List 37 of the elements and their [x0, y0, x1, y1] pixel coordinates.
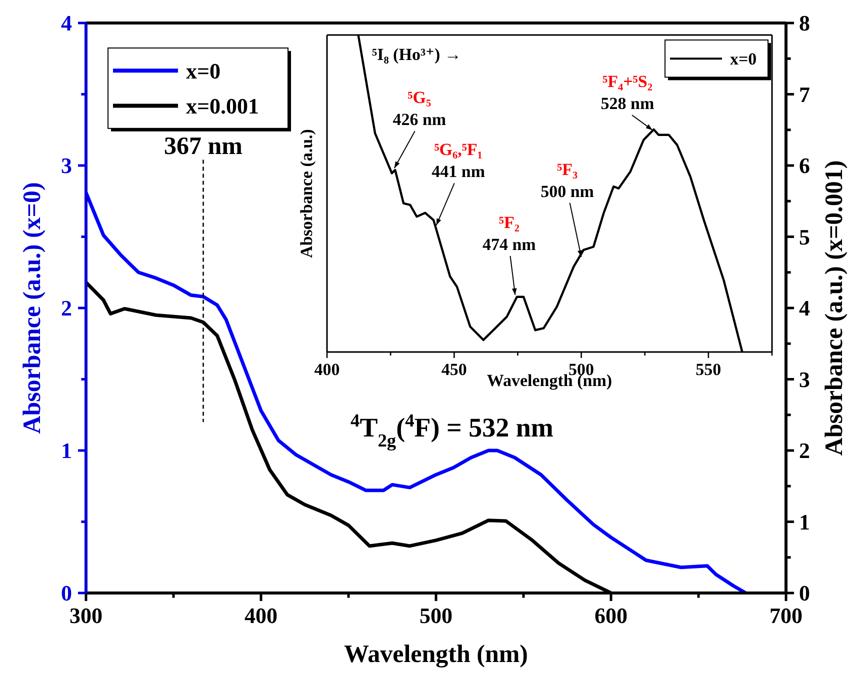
- annotation: ⁵F₃ 500 nm: [540, 160, 594, 201]
- y2-tick-label: 3: [799, 366, 810, 392]
- y-axis-title: Absorbance (a.u.): [297, 129, 316, 258]
- y-tick-label: 0: [61, 580, 72, 606]
- y2-tick-label: 1: [799, 509, 810, 534]
- y2-tick-label: 0: [799, 580, 810, 606]
- y-axis-title: Absorbance (a.u.) (x=0): [19, 182, 46, 434]
- y-tick-label: 1: [61, 438, 72, 464]
- annotation: ⁵I₈ (Ho³⁺) →: [372, 45, 462, 64]
- annotation: $^{4}$T$_{2g}$($^{4}$F) = 532 nm: [350, 410, 554, 452]
- ref-line-label: 367 nm: [164, 132, 243, 160]
- x-tick-label: 500: [420, 603, 452, 628]
- y2-tick-label: 4: [799, 296, 810, 321]
- annotation: ⁵G₅ 426 nm: [392, 88, 446, 130]
- annotation: ⁵F₂ 474 nm: [482, 212, 536, 254]
- legend-label: x=0: [730, 50, 757, 69]
- annotation: ⁵F₄+⁵S₂ 528 nm: [600, 72, 654, 114]
- y2-tick-label: 7: [799, 82, 810, 107]
- x-tick-label: 700: [770, 603, 802, 628]
- y2-axis-title: Absorbance (a.u.) (x=0.001): [821, 160, 848, 456]
- x-tick-label: 400: [244, 603, 278, 628]
- y2-tick-label: 6: [799, 153, 810, 178]
- y2-tick-label: 2: [799, 438, 810, 464]
- annotation: ⁵G₆,⁵F₁ 441 nm: [432, 140, 486, 182]
- x-tick-label: 450: [441, 360, 467, 379]
- x-tick-label: 550: [696, 360, 722, 379]
- y-tick-label: 2: [61, 296, 72, 321]
- y-tick-label: 3: [61, 153, 72, 178]
- x-tick-label: 400: [314, 360, 340, 379]
- y2-tick-label: 8: [799, 10, 810, 36]
- x-tick-label: 300: [70, 603, 102, 628]
- y2-tick-label: 5: [799, 224, 810, 250]
- x-axis-title: Wavelength (nm): [344, 641, 528, 668]
- x-tick-label: 600: [594, 603, 628, 628]
- legend-label: x=0: [186, 58, 221, 84]
- legend-label: x=0.001: [186, 94, 260, 118]
- y-tick-label: 4: [61, 10, 72, 36]
